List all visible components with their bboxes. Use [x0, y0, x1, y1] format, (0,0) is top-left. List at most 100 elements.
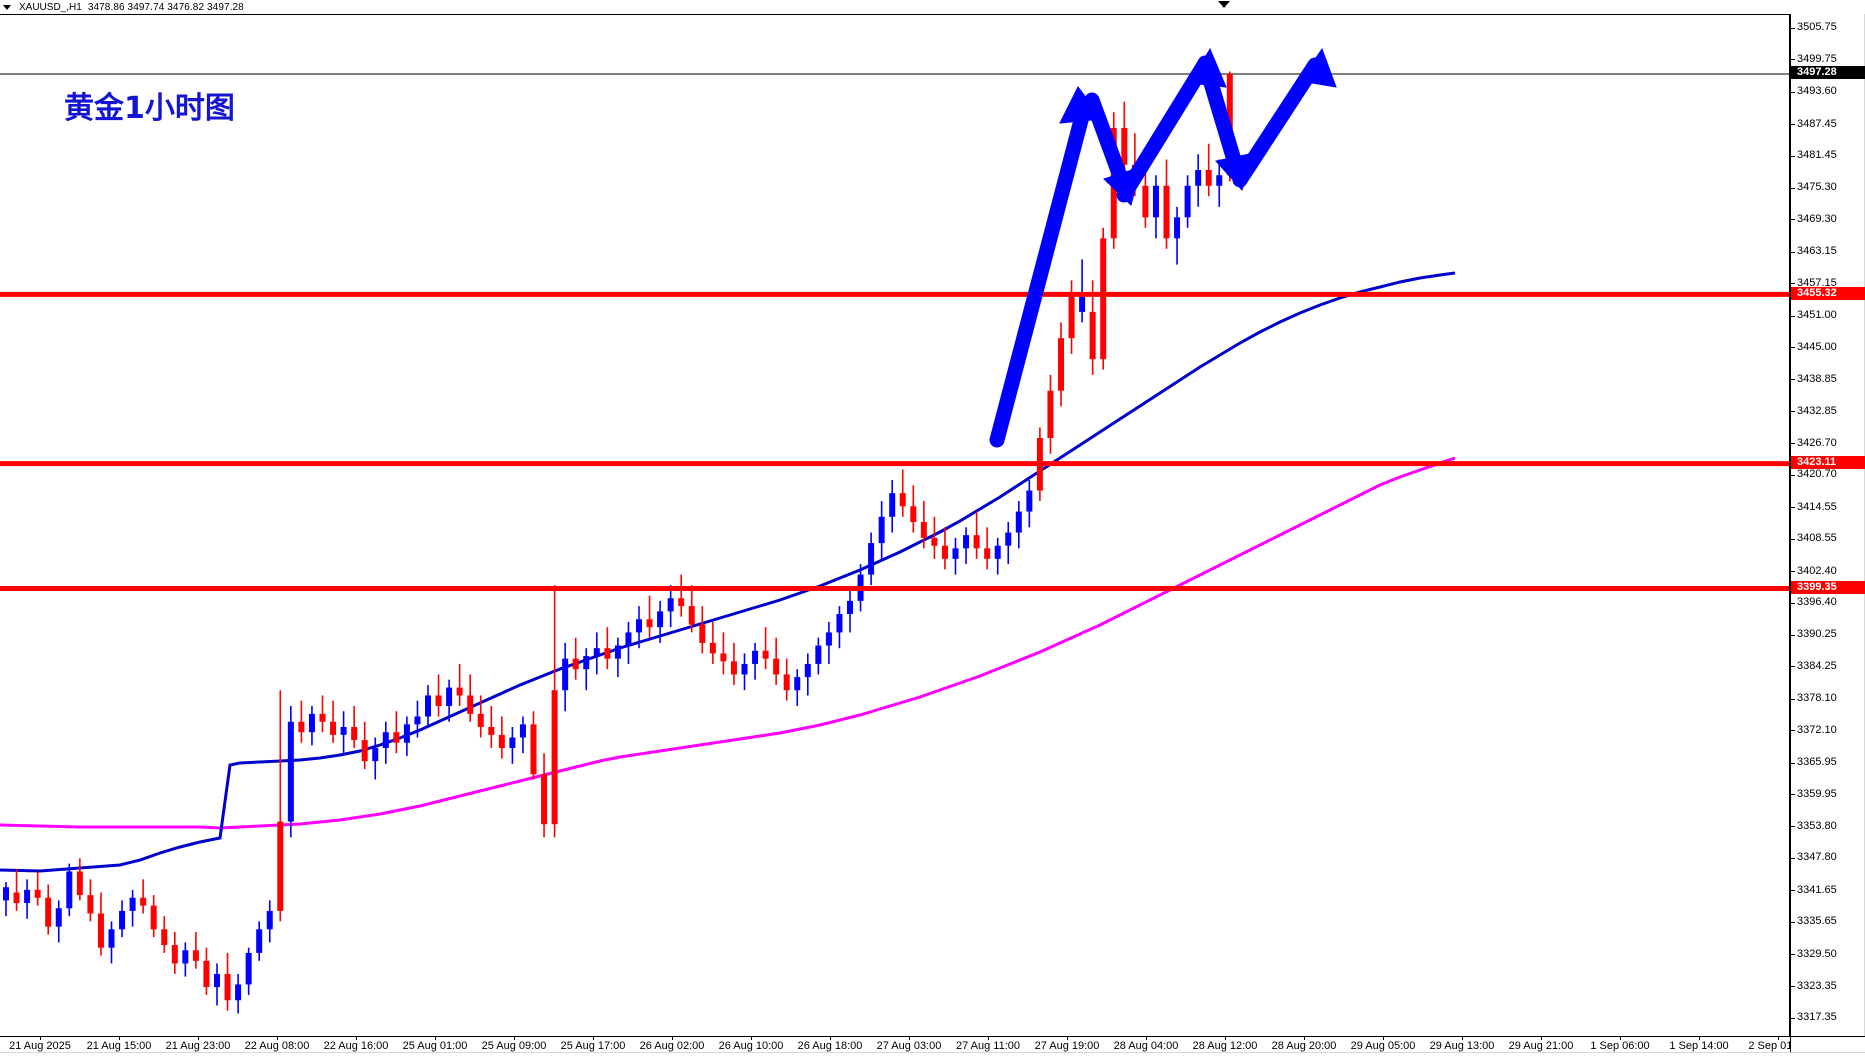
- candle-body: [372, 748, 379, 762]
- time-tick: [672, 1037, 673, 1040]
- tick-dash: [1791, 794, 1795, 796]
- price-tick: 3408.55: [1791, 532, 1865, 544]
- candle-body: [1079, 296, 1086, 312]
- time-tick: [119, 1037, 120, 1040]
- price-tick: 3341.65: [1791, 884, 1865, 896]
- tick-dash: [1791, 571, 1795, 572]
- candle-body: [351, 726, 358, 741]
- candle-body: [1174, 217, 1181, 239]
- time-tick-label: 29 Aug 13:00: [1429, 1040, 1495, 1052]
- price-tick-label: 3469.30: [1797, 212, 1837, 225]
- time-tick-label: 26 Aug 18:00: [797, 1040, 863, 1052]
- annotation-arrows: [989, 47, 1337, 448]
- price-tick-label: 3499.75: [1797, 52, 1837, 65]
- candle-body: [393, 732, 400, 743]
- candle-series: [3, 71, 1233, 1014]
- price-tick: 3353.80: [1791, 820, 1865, 832]
- candle-body: [214, 973, 220, 988]
- current-price-badge: 3497.28: [1791, 66, 1865, 80]
- price-tick: 3445.00: [1791, 341, 1865, 353]
- candle-body: [87, 895, 94, 914]
- time-tick-label: 22 Aug 16:00: [323, 1040, 389, 1052]
- candle-body: [414, 716, 421, 725]
- candle-body: [825, 632, 832, 646]
- time-tick: [356, 1037, 357, 1040]
- candle-body: [1089, 311, 1096, 360]
- price-tick: 3469.30: [1791, 213, 1865, 225]
- time-tick-label: 26 Aug 02:00: [639, 1040, 705, 1052]
- chart-scroll-marker-icon[interactable]: [1218, 1, 1230, 8]
- time-tick: [751, 1037, 752, 1040]
- support-level-lower-badge: 3399.35: [1791, 581, 1865, 595]
- time-tick-label: 25 Aug 01:00: [402, 1040, 468, 1052]
- impulse-rally-arrow: [989, 86, 1103, 448]
- time-tick-label: 1 Sep 14:00: [1669, 1040, 1729, 1052]
- candle-body: [1005, 532, 1012, 546]
- tick-dash: [1791, 187, 1795, 189]
- price-tick-label: 3365.95: [1797, 756, 1837, 769]
- candle-body: [794, 677, 801, 691]
- triangle-down-icon[interactable]: [3, 4, 11, 10]
- time-tick: [198, 1037, 199, 1040]
- tick-dash: [1791, 91, 1795, 93]
- candle-body: [3, 887, 9, 901]
- price-tick-label: 3420.70: [1797, 468, 1837, 481]
- candlestick-plot: [0, 15, 1789, 1036]
- price-tick-label: 3457.15: [1797, 276, 1837, 289]
- tick-dash: [1791, 347, 1795, 349]
- tick-dash: [1791, 730, 1795, 732]
- candle-body: [361, 740, 368, 762]
- bottom-status-strip: [0, 1052, 1865, 1057]
- tick-dash: [1791, 602, 1795, 604]
- time-tick: [40, 1037, 41, 1040]
- price-tick: 3317.35: [1791, 1011, 1865, 1023]
- candle-body: [941, 545, 948, 559]
- price-tick-label: 3353.80: [1797, 819, 1837, 832]
- time-tick-label: 21 Aug 2025: [9, 1040, 71, 1052]
- time-scale-axis[interactable]: 21 Aug 2025 21 Aug 15:00 21 Aug 23:00 22 Au…: [0, 1036, 1808, 1057]
- price-tick: 3457.15: [1791, 277, 1865, 289]
- candle-body: [140, 897, 147, 906]
- candle-body: [108, 929, 115, 948]
- price-tick: 3487.45: [1791, 118, 1865, 130]
- tick-dash: [1791, 666, 1795, 668]
- tick-dash: [1791, 857, 1795, 859]
- candle-body: [1216, 175, 1223, 186]
- candle-body: [97, 913, 104, 948]
- candle-body: [657, 611, 664, 628]
- price-tick-label: 3481.45: [1797, 149, 1837, 162]
- tick-dash: [1791, 986, 1795, 988]
- candle-body: [815, 645, 822, 664]
- price-tick-label: 3378.10: [1797, 692, 1837, 705]
- price-tick-label: 3408.55: [1797, 532, 1837, 545]
- candle-body: [762, 650, 769, 659]
- time-tick: [435, 1037, 436, 1040]
- candle-body: [456, 687, 463, 696]
- price-scale-axis[interactable]: 3505.75 3499.75 3493.60 3487.45 3481.45 3475.…: [1790, 14, 1865, 1036]
- price-tick-label: 3475.30: [1797, 181, 1837, 194]
- time-tick-label: 28 Aug 12:00: [1192, 1040, 1258, 1052]
- price-tick-label: 3372.10: [1797, 723, 1837, 736]
- candle-body: [298, 721, 305, 733]
- candle-body: [920, 522, 927, 538]
- candle-body: [667, 598, 674, 612]
- time-tick: [1225, 1037, 1226, 1040]
- tick-dash: [1791, 634, 1795, 636]
- price-chart-area[interactable]: 黄金1小时图: [0, 14, 1790, 1036]
- candle-body: [530, 724, 537, 775]
- time-tick: [909, 1037, 910, 1040]
- tick-dash: [1791, 27, 1795, 29]
- candle-body: [1100, 238, 1107, 360]
- candle-body: [572, 658, 579, 670]
- candle-body: [688, 606, 695, 625]
- candle-body: [889, 493, 896, 517]
- price-tick: 3323.35: [1791, 980, 1865, 992]
- candle-body: [593, 648, 600, 657]
- time-tick-label: 1 Sep 06:00: [1590, 1040, 1650, 1052]
- candle-body: [752, 650, 759, 664]
- candle-body: [224, 973, 231, 1001]
- time-tick-label: 26 Aug 10:00: [718, 1040, 784, 1052]
- time-tick: [1067, 1037, 1068, 1040]
- candle-body: [435, 695, 442, 706]
- chart-annotation-title: 黄金1小时图: [64, 91, 235, 126]
